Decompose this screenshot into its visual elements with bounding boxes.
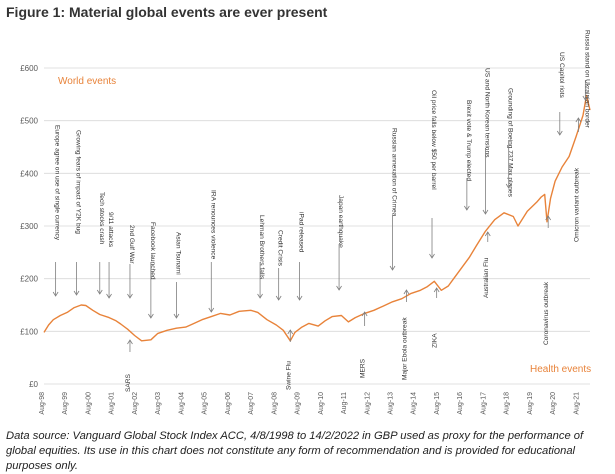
annotation-arrowhead (106, 293, 112, 299)
section-label-world: World events (58, 76, 116, 87)
annotation-arrowhead (257, 293, 263, 299)
x-tick-label: Aug-21 (573, 392, 580, 415)
x-tick-label: Aug-03 (155, 392, 162, 415)
annotation-arrowhead (433, 287, 440, 293)
y-tick-label: £600 (20, 64, 38, 73)
y-tick-label: £200 (20, 275, 38, 284)
x-tick-label: Aug-00 (85, 392, 92, 415)
x-tick-label: Aug-06 (225, 392, 232, 415)
section-label-health: Health events (530, 364, 591, 375)
y-tick-label: £300 (20, 222, 38, 231)
annotation-label: Coronavirus outbreak (543, 281, 550, 345)
annotation-arrowhead (73, 290, 80, 296)
annotation-arrowhead (556, 130, 563, 136)
y-tick-label: £100 (20, 327, 38, 336)
x-tick-label: Aug-11 (341, 392, 348, 414)
annotation-label: iPad released (298, 212, 305, 253)
x-tick-label: Aug-10 (318, 392, 325, 415)
x-tick-label: Aug-20 (550, 392, 557, 415)
annotation-arrowhead (482, 209, 489, 215)
annotation-label: Swine Flu (285, 361, 292, 390)
annotation-label: Australian Flu (483, 257, 490, 298)
annotation-arrowhead (403, 289, 410, 295)
annotation-arrowhead (208, 307, 215, 313)
x-tick-label: Aug-04 (178, 392, 185, 415)
annotation-arrowhead (545, 215, 552, 221)
x-tick-label: Aug-14 (411, 392, 418, 415)
annotation-label: IRA renounces violence (209, 190, 216, 260)
series-line (43, 94, 591, 342)
x-tick-label: Aug-01 (109, 392, 116, 415)
annotation-label: Oil price falls below $50 per barrel (430, 90, 437, 190)
annotation-label: 9/11 attacks (107, 212, 114, 248)
x-tick-label: Aug-13 (388, 392, 395, 415)
annotation-label: Asian Tsunami (174, 232, 181, 275)
x-tick-label: Aug-19 (527, 392, 534, 415)
annotation-label: Europe agree on use of single currency (54, 125, 61, 241)
annotation-label: MERS (360, 358, 367, 378)
annotation-label: Credit Crisis (277, 230, 284, 267)
annotation-label: 2nd Gulf War (128, 225, 135, 264)
x-tick-label: Aug-12 (364, 392, 371, 415)
annotation-label: Brexit vote & Trump elected (465, 100, 472, 181)
annotation-label: SARS (125, 373, 132, 392)
annotation-label: Major Ebola outbreak (401, 317, 408, 380)
source-note: Data source: Vanguard Global Stock Index… (6, 430, 584, 472)
annotation-arrowhead (464, 205, 470, 211)
annotation-arrowhead (429, 253, 435, 259)
annotation-arrowhead (148, 313, 154, 319)
x-tick-label: Aug-98 (39, 392, 46, 415)
annotation-arrowhead (96, 289, 103, 295)
x-tick-label: Aug-18 (504, 392, 511, 415)
annotation-arrowhead (287, 329, 294, 335)
annotation-arrowhead (275, 295, 282, 301)
annotation-arrowhead (484, 231, 491, 237)
y-tick-label: £400 (20, 169, 38, 178)
annotation-label: Russian annexation of Crimea (391, 128, 398, 217)
annotation-label: Russia stand on Ukrainian border (583, 30, 590, 129)
annotation-arrowhead (52, 291, 59, 297)
y-tick-label: £500 (20, 117, 38, 126)
annotation-label: Tech stocks crash (98, 192, 105, 245)
annotation-label: Japan earthquake (337, 195, 344, 248)
annotation-label: US and North Korean tensions (483, 68, 490, 158)
x-tick-label: Aug-15 (434, 392, 441, 415)
annotation-arrowhead (296, 295, 303, 301)
line-chart: £0 £100 £200 £300 £400 £500 £600 Aug-98 Aug-99 Au… (20, 30, 591, 415)
x-tick-label: Aug-02 (132, 392, 139, 415)
annotation-label: US Capitol riots (558, 52, 565, 99)
annotation-arrowhead (127, 339, 133, 345)
y-tick-label: £0 (29, 380, 38, 389)
x-tick-label: Aug-99 (62, 392, 69, 415)
annotation-arrowhead (505, 183, 512, 189)
annotation-label: ZIKA (432, 333, 439, 348)
annotation-arrowhead (127, 293, 133, 299)
x-tick-label: Aug-17 (480, 392, 487, 415)
annotation-label: Lehman Brothers falls (258, 215, 265, 280)
annotation-arrowhead (173, 313, 180, 319)
x-tick-label: Aug-05 (202, 392, 209, 415)
annotation-label: Grounding of Boeing 737 Max planes (507, 88, 514, 198)
x-tick-label: Aug-07 (248, 392, 255, 415)
x-tick-label: Aug-08 (271, 392, 278, 415)
annotation-label: Facebook launched (149, 222, 156, 280)
figure-title: Figure 1: Material global events are eve… (6, 4, 328, 20)
annotation-arrowhead (361, 311, 368, 317)
annotation-label: Omicron variant outbreak (573, 167, 580, 242)
annotation-arrowhead (575, 117, 582, 123)
x-tick-label: Aug-16 (457, 392, 464, 415)
x-tick-label: Aug-09 (295, 392, 302, 415)
annotation-arrowhead (389, 265, 396, 271)
annotation-arrowhead (582, 95, 589, 101)
annotation-arrowhead (336, 285, 342, 291)
annotation-label: Growing fears of impact of Y2K bug (75, 130, 82, 234)
